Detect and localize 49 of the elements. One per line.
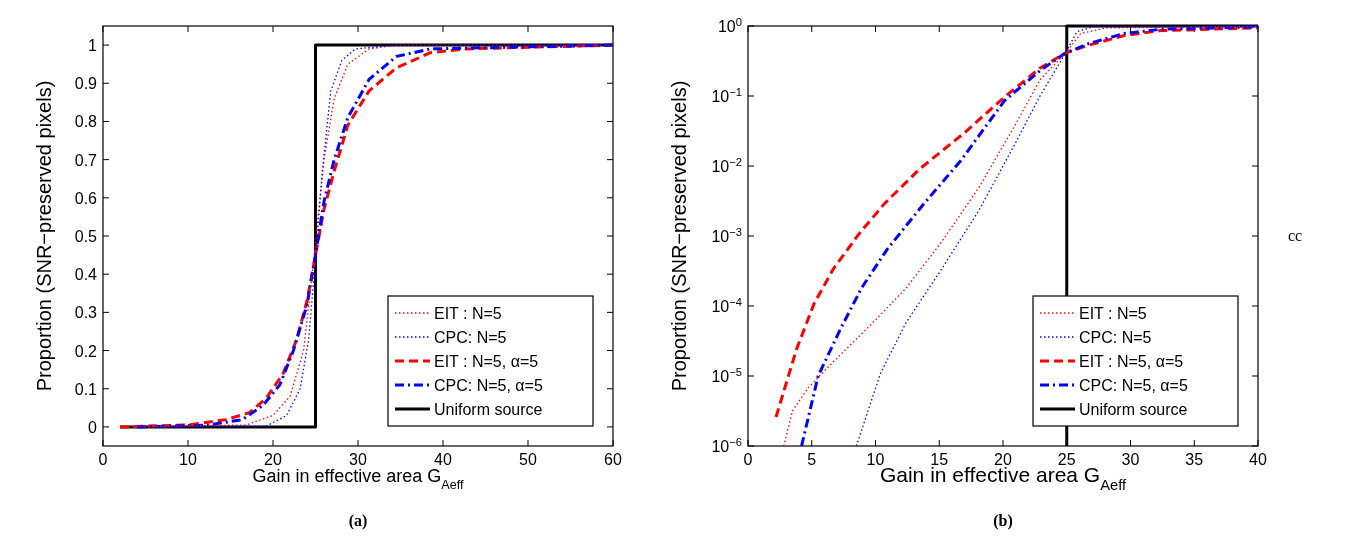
- y-tick-label: 10$^{−5}$: [711, 366, 742, 385]
- y-tick-label: 0.4: [74, 266, 98, 284]
- y-tick-label: 10$^{−6}$: [711, 436, 742, 455]
- y-tick-label: 10$^{−3}$: [711, 226, 742, 245]
- legend-label: EIT : N=5: [434, 305, 502, 322]
- x-tick-label: 40: [1249, 451, 1267, 468]
- y-tick-label: 0.7: [74, 151, 98, 169]
- x-tick-label: 15: [930, 451, 949, 468]
- x-tick-label: 10: [179, 451, 197, 468]
- x-tick-label: 10: [866, 451, 885, 468]
- y-tick-label: 0.2: [74, 342, 98, 360]
- x-tick-label: 35: [1185, 451, 1204, 468]
- text: (b): [993, 512, 1013, 530]
- y-tick-label: 0.5: [74, 228, 98, 245]
- x-tick-label: 20: [994, 451, 1012, 468]
- text: (a): [348, 512, 368, 530]
- text: cc: [1288, 227, 1303, 244]
- y-tick-label: 0.8: [74, 113, 98, 131]
- y-axis-title: Proportion (SNR−preserved pixels): [33, 80, 55, 392]
- legend-label: Uniform source: [1079, 401, 1188, 418]
- y-tick-label: 0: [88, 418, 98, 436]
- y-tick-label: 10$^{−2}$: [711, 156, 742, 175]
- y-tick-label: 10$^{−4}$: [711, 296, 742, 315]
- legend-label: CPC: N=5: [434, 329, 507, 346]
- x-axis-title: Gain in effective area G$_{Aeff}$: [252, 466, 464, 492]
- legend-label: EIT : N=5, α=5: [1079, 353, 1184, 370]
- legend-label: CPC: N=5: [1079, 329, 1152, 346]
- x-tick-label: 50: [519, 451, 537, 468]
- y-tick-label: 0.3: [74, 304, 98, 322]
- legend-label: CPC: N=5, α=5: [1079, 377, 1188, 394]
- x-tick-label: 20: [264, 451, 282, 468]
- x-tick-label: 25: [1057, 451, 1076, 468]
- y-tick-label: 1: [88, 37, 98, 55]
- legend-label: EIT : N=5: [1079, 305, 1147, 322]
- y-tick-label: 0.6: [74, 189, 98, 207]
- y-axis-title: Proportion (SNR−preserved pixels): [668, 80, 690, 392]
- x-tick-label: 0: [743, 451, 753, 468]
- y-tick-label: 10$^{0}$: [717, 16, 742, 35]
- x-tick-label: 60: [604, 451, 622, 468]
- legend-label: CPC: N=5, α=5: [434, 377, 543, 394]
- x-tick-label: 30: [349, 451, 367, 468]
- legend-label: Uniform source: [434, 401, 543, 418]
- x-tick-label: 40: [434, 451, 452, 468]
- y-tick-label: 0.1: [74, 380, 98, 398]
- y-tick-label: 0.9: [74, 75, 98, 93]
- legend-label: EIT : N=5, α=5: [434, 353, 539, 370]
- y-tick-label: 10$^{−1}$: [711, 86, 742, 105]
- x-tick-label: 30: [1121, 451, 1140, 468]
- x-tick-label: 5: [807, 451, 817, 468]
